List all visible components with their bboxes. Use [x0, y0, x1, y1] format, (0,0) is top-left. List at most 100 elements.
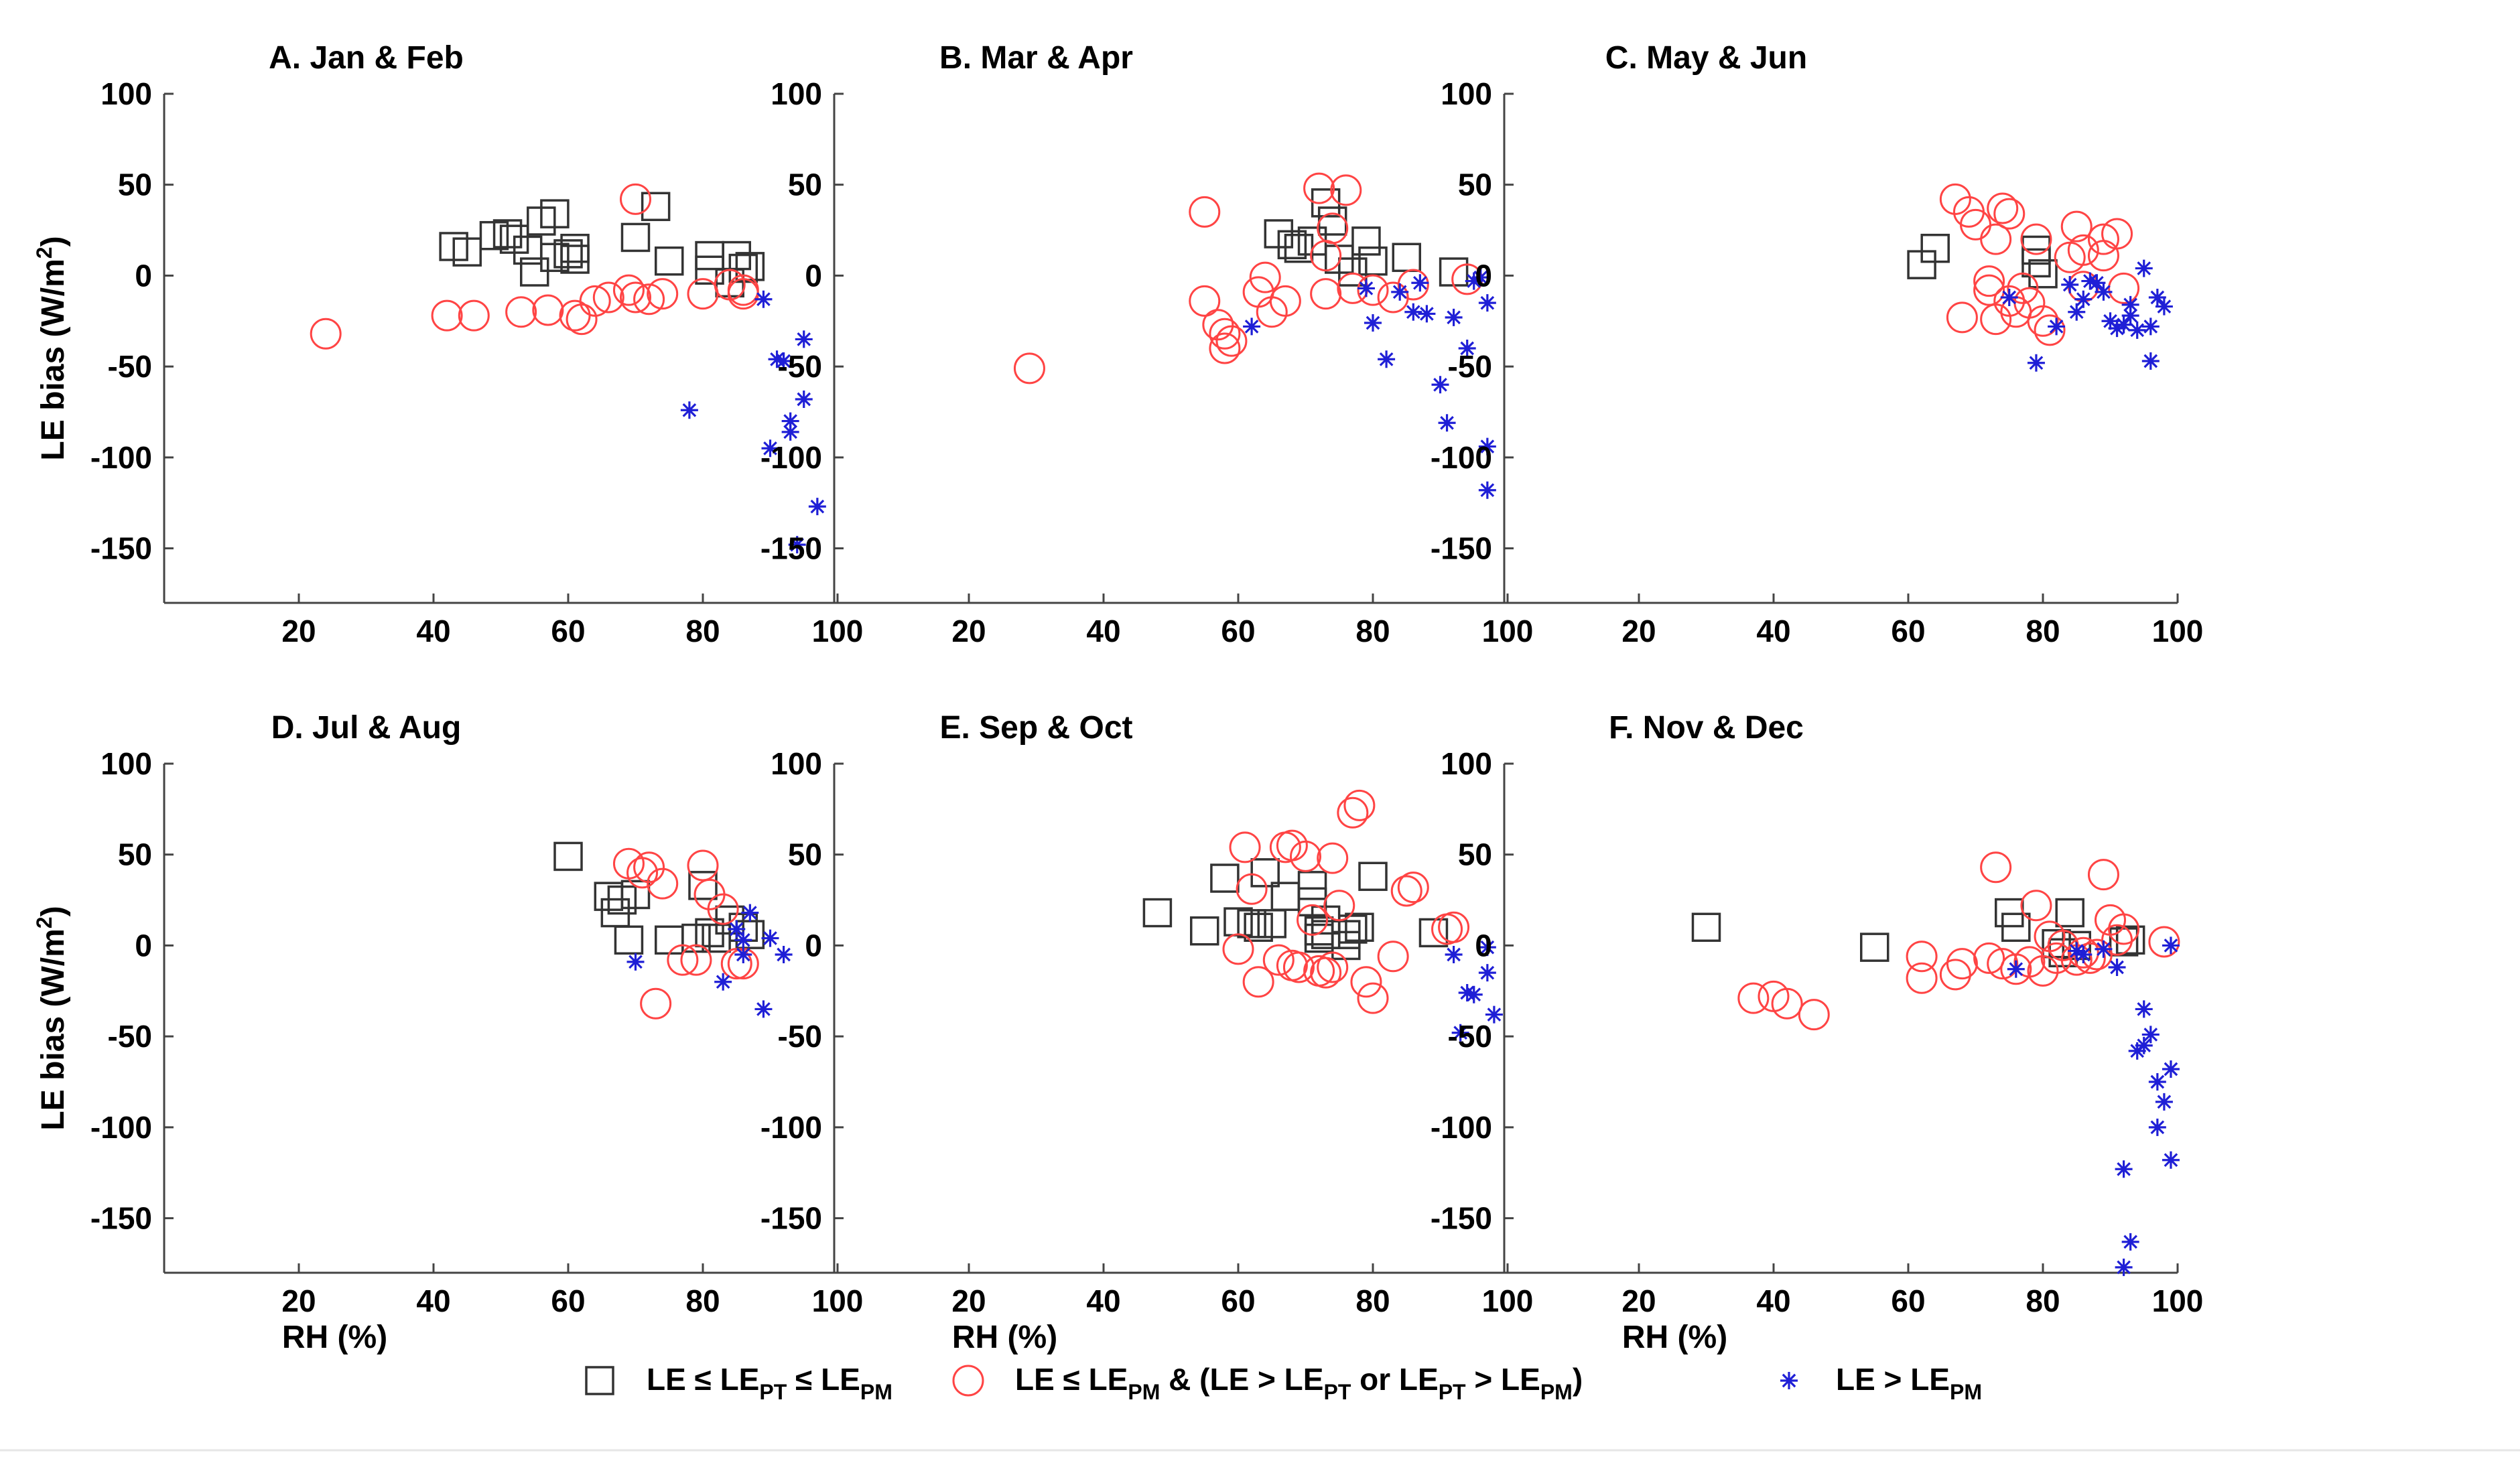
marker-circle — [1939, 183, 1971, 215]
marker-circle — [1973, 265, 2005, 297]
marker-asterisk — [768, 350, 786, 368]
marker-asterisk — [2095, 940, 2113, 958]
marker-asterisk — [1445, 308, 1463, 326]
panel-title: C. May & Jun — [1605, 40, 1807, 76]
marker-circle — [1946, 301, 1978, 334]
panel-title: E. Sep & Oct — [939, 710, 1132, 746]
marker-asterisk — [2148, 1118, 2166, 1136]
marker-circle — [1282, 951, 1315, 983]
marker-square — [1297, 871, 1327, 900]
marker-circle — [1310, 957, 1342, 989]
marker-circle — [1242, 966, 1274, 998]
y-tick-label: -50 — [108, 349, 152, 384]
marker-circle — [687, 849, 719, 882]
marker-asterisk — [1458, 340, 1476, 357]
y-axis-label: LE bias (W/m2)LE bias (W/m2) — [32, 906, 71, 1130]
y-tick-label: 0 — [1475, 928, 1492, 963]
x-tick-label: 40 — [1756, 1283, 1790, 1318]
marker-asterisk — [1478, 964, 1496, 982]
x-tick-label: 60 — [551, 1283, 585, 1318]
marker-square — [492, 219, 523, 249]
marker-circle — [1377, 940, 1409, 973]
marker-asterisk — [734, 931, 752, 949]
marker-circle — [1317, 212, 1349, 245]
x-tick-label: 40 — [1086, 614, 1120, 648]
marker-asterisk — [2148, 1073, 2166, 1091]
marker-asterisk — [2108, 320, 2126, 338]
marker-square — [2109, 927, 2139, 957]
marker-asterisk — [761, 929, 779, 947]
marker-square — [452, 237, 482, 267]
panel-f: F. Nov & Dec 100 50 0 -50 -100 -150 20 40 60 80 100… — [1431, 710, 2203, 1355]
marker-asterisk — [2141, 352, 2160, 370]
marker-circle — [1357, 274, 1389, 306]
marker-asterisk — [1465, 272, 1483, 290]
marker-asterisk — [2135, 259, 2153, 277]
marker-square — [560, 245, 590, 274]
marker-asterisk — [2155, 297, 2173, 316]
marker-circle — [1973, 274, 2005, 306]
marker-square — [2115, 925, 2145, 955]
marker-circle — [1209, 332, 1241, 364]
series-above — [680, 290, 826, 554]
marker-asterisk — [1478, 938, 1496, 957]
marker-circle — [1209, 318, 1241, 350]
marker-square — [614, 925, 644, 955]
marker-asterisk — [795, 330, 813, 348]
marker-asterisk — [2141, 1026, 2160, 1044]
marker-asterisk — [2148, 289, 2166, 306]
x-tick-label: 60 — [1221, 1283, 1255, 1318]
y-tick-label: -150 — [760, 531, 822, 566]
marker-asterisk — [1364, 314, 1382, 332]
x-tick-label: 80 — [2026, 614, 2060, 648]
y-tick-label: -150 — [1431, 1201, 1492, 1236]
marker-square — [1338, 257, 1368, 287]
x-tick-label: 40 — [416, 1283, 450, 1318]
x-tick-label: 20 — [1621, 1283, 1656, 1318]
series-pm — [310, 183, 759, 350]
marker-asterisk — [741, 904, 759, 922]
marker-asterisk — [1418, 305, 1436, 323]
marker-asterisk — [1451, 1024, 1469, 1042]
marker-circle — [505, 296, 537, 328]
x-tick-label: 80 — [685, 614, 720, 648]
marker-asterisk — [754, 290, 773, 308]
marker-asterisk — [2162, 936, 2180, 955]
marker-circle — [1390, 875, 1422, 907]
series-above — [1243, 269, 1496, 499]
marker-asterisk — [2068, 303, 2086, 321]
marker-circle — [1310, 278, 1342, 310]
marker-circle — [707, 893, 739, 925]
marker-asterisk — [734, 946, 752, 963]
marker-asterisk — [2115, 316, 2133, 334]
marker-circle — [1980, 851, 2012, 884]
marker-square — [2042, 928, 2071, 959]
y-tick-label: -150 — [90, 1201, 152, 1236]
marker-circle — [1189, 196, 1221, 228]
y-tick-label: 50 — [1458, 837, 1492, 872]
x-tick-label: 20 — [281, 1283, 316, 1318]
marker-circle — [1249, 261, 1281, 293]
marker-circle — [720, 948, 752, 980]
marker-asterisk — [761, 439, 779, 458]
marker-asterisk — [2135, 1036, 2153, 1054]
panel-a: A. Jan & Feb 100 50 0 -50 -100 -150 20 40 60 80 100… — [32, 40, 863, 648]
x-tick-label: 40 — [416, 614, 450, 648]
marker-circle — [2101, 924, 2133, 956]
y-tick-label: 100 — [1441, 76, 1492, 111]
marker-circle — [1987, 192, 2019, 224]
x-tick-label: 20 — [951, 614, 986, 648]
marker-circle — [1737, 982, 1770, 1014]
marker-asterisk — [2007, 960, 2025, 978]
y-tick-label: -150 — [1431, 531, 1492, 566]
marker-circle — [1906, 962, 1938, 994]
marker-asterisk — [2000, 289, 2018, 306]
marker-circle — [1438, 911, 1470, 943]
marker-asterisk — [2048, 318, 2066, 336]
marker-circle — [2007, 272, 2039, 304]
x-tick-label: 80 — [2026, 1283, 2060, 1318]
marker-circle — [647, 278, 679, 310]
marker-circle — [579, 285, 611, 317]
